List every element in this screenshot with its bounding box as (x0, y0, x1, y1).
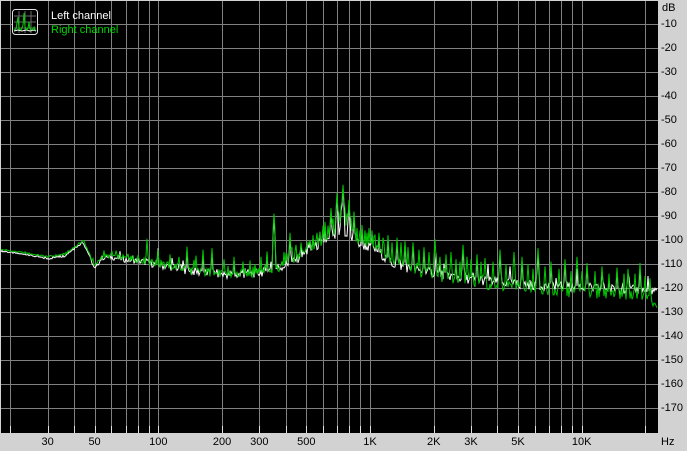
legend-right-channel-label: Right channel (51, 24, 119, 36)
left-channel-trace (1, 188, 658, 295)
y-axis-tick-label: -130 (661, 306, 684, 318)
x-axis-tick-label: 100 (149, 436, 168, 448)
x-axis-tick-label: 200 (212, 436, 232, 448)
hz-unit-label: Hz (661, 436, 675, 448)
y-axis-tick-label: -10 (661, 18, 677, 30)
y-axis-tick-label: -90 (661, 210, 677, 222)
y-axis-tick-label: -110 (661, 258, 683, 270)
y-axis-tick-label: -160 (661, 378, 684, 390)
y-axis-tick-label: -150 (661, 354, 684, 366)
y-axis-tick-label: -40 (661, 90, 677, 102)
y-axis-tick-label: -140 (661, 330, 684, 342)
y-axis: dB -10 -20 -30 -40 -50 -60 -70 -80 -90 -100 -110 -1… (658, 0, 687, 433)
y-axis-tick-label: -100 (661, 234, 684, 246)
mini-spectrum-icon (12, 9, 38, 35)
db-unit-label: dB (662, 2, 676, 14)
x-axis: Hz 30 50 100 200 300 500 1K 2K 3K 5K 10K (0, 433, 687, 451)
x-axis-tick-label: 5K (511, 436, 525, 448)
y-axis-tick-label: -70 (661, 162, 677, 174)
x-axis-tick-label: 10K (571, 436, 592, 448)
x-axis-tick-label: 500 (297, 436, 316, 448)
x-axis-tick-label: 30 (41, 436, 54, 448)
y-axis-tick-label: -20 (661, 42, 677, 54)
right-channel-trace (1, 184, 658, 308)
y-axis-tick-label: -30 (661, 66, 677, 78)
plot-area[interactable]: Left channel Right channel (1, 1, 658, 433)
x-axis-tick-label: 2K (426, 436, 441, 448)
y-axis-tick-label: -60 (661, 138, 677, 150)
y-axis-tick-label: -120 (661, 282, 684, 294)
legend-left-channel-label: Left channel (51, 10, 111, 22)
spectrum-graph (1, 1, 658, 433)
x-axis-tick-label: 300 (250, 436, 269, 448)
legend: Left channel Right channel (12, 9, 118, 37)
x-axis-tick-label: 1K (363, 436, 377, 448)
y-axis-tick-label: -80 (661, 186, 677, 198)
x-axis-tick-label: 50 (88, 436, 101, 448)
grid-layer (1, 1, 658, 433)
y-axis-tick-label: -50 (661, 114, 677, 126)
x-axis-tick-label: 3K (464, 436, 478, 448)
x-tick-marks (10, 426, 646, 433)
y-axis-tick-label: -170 (661, 402, 684, 414)
